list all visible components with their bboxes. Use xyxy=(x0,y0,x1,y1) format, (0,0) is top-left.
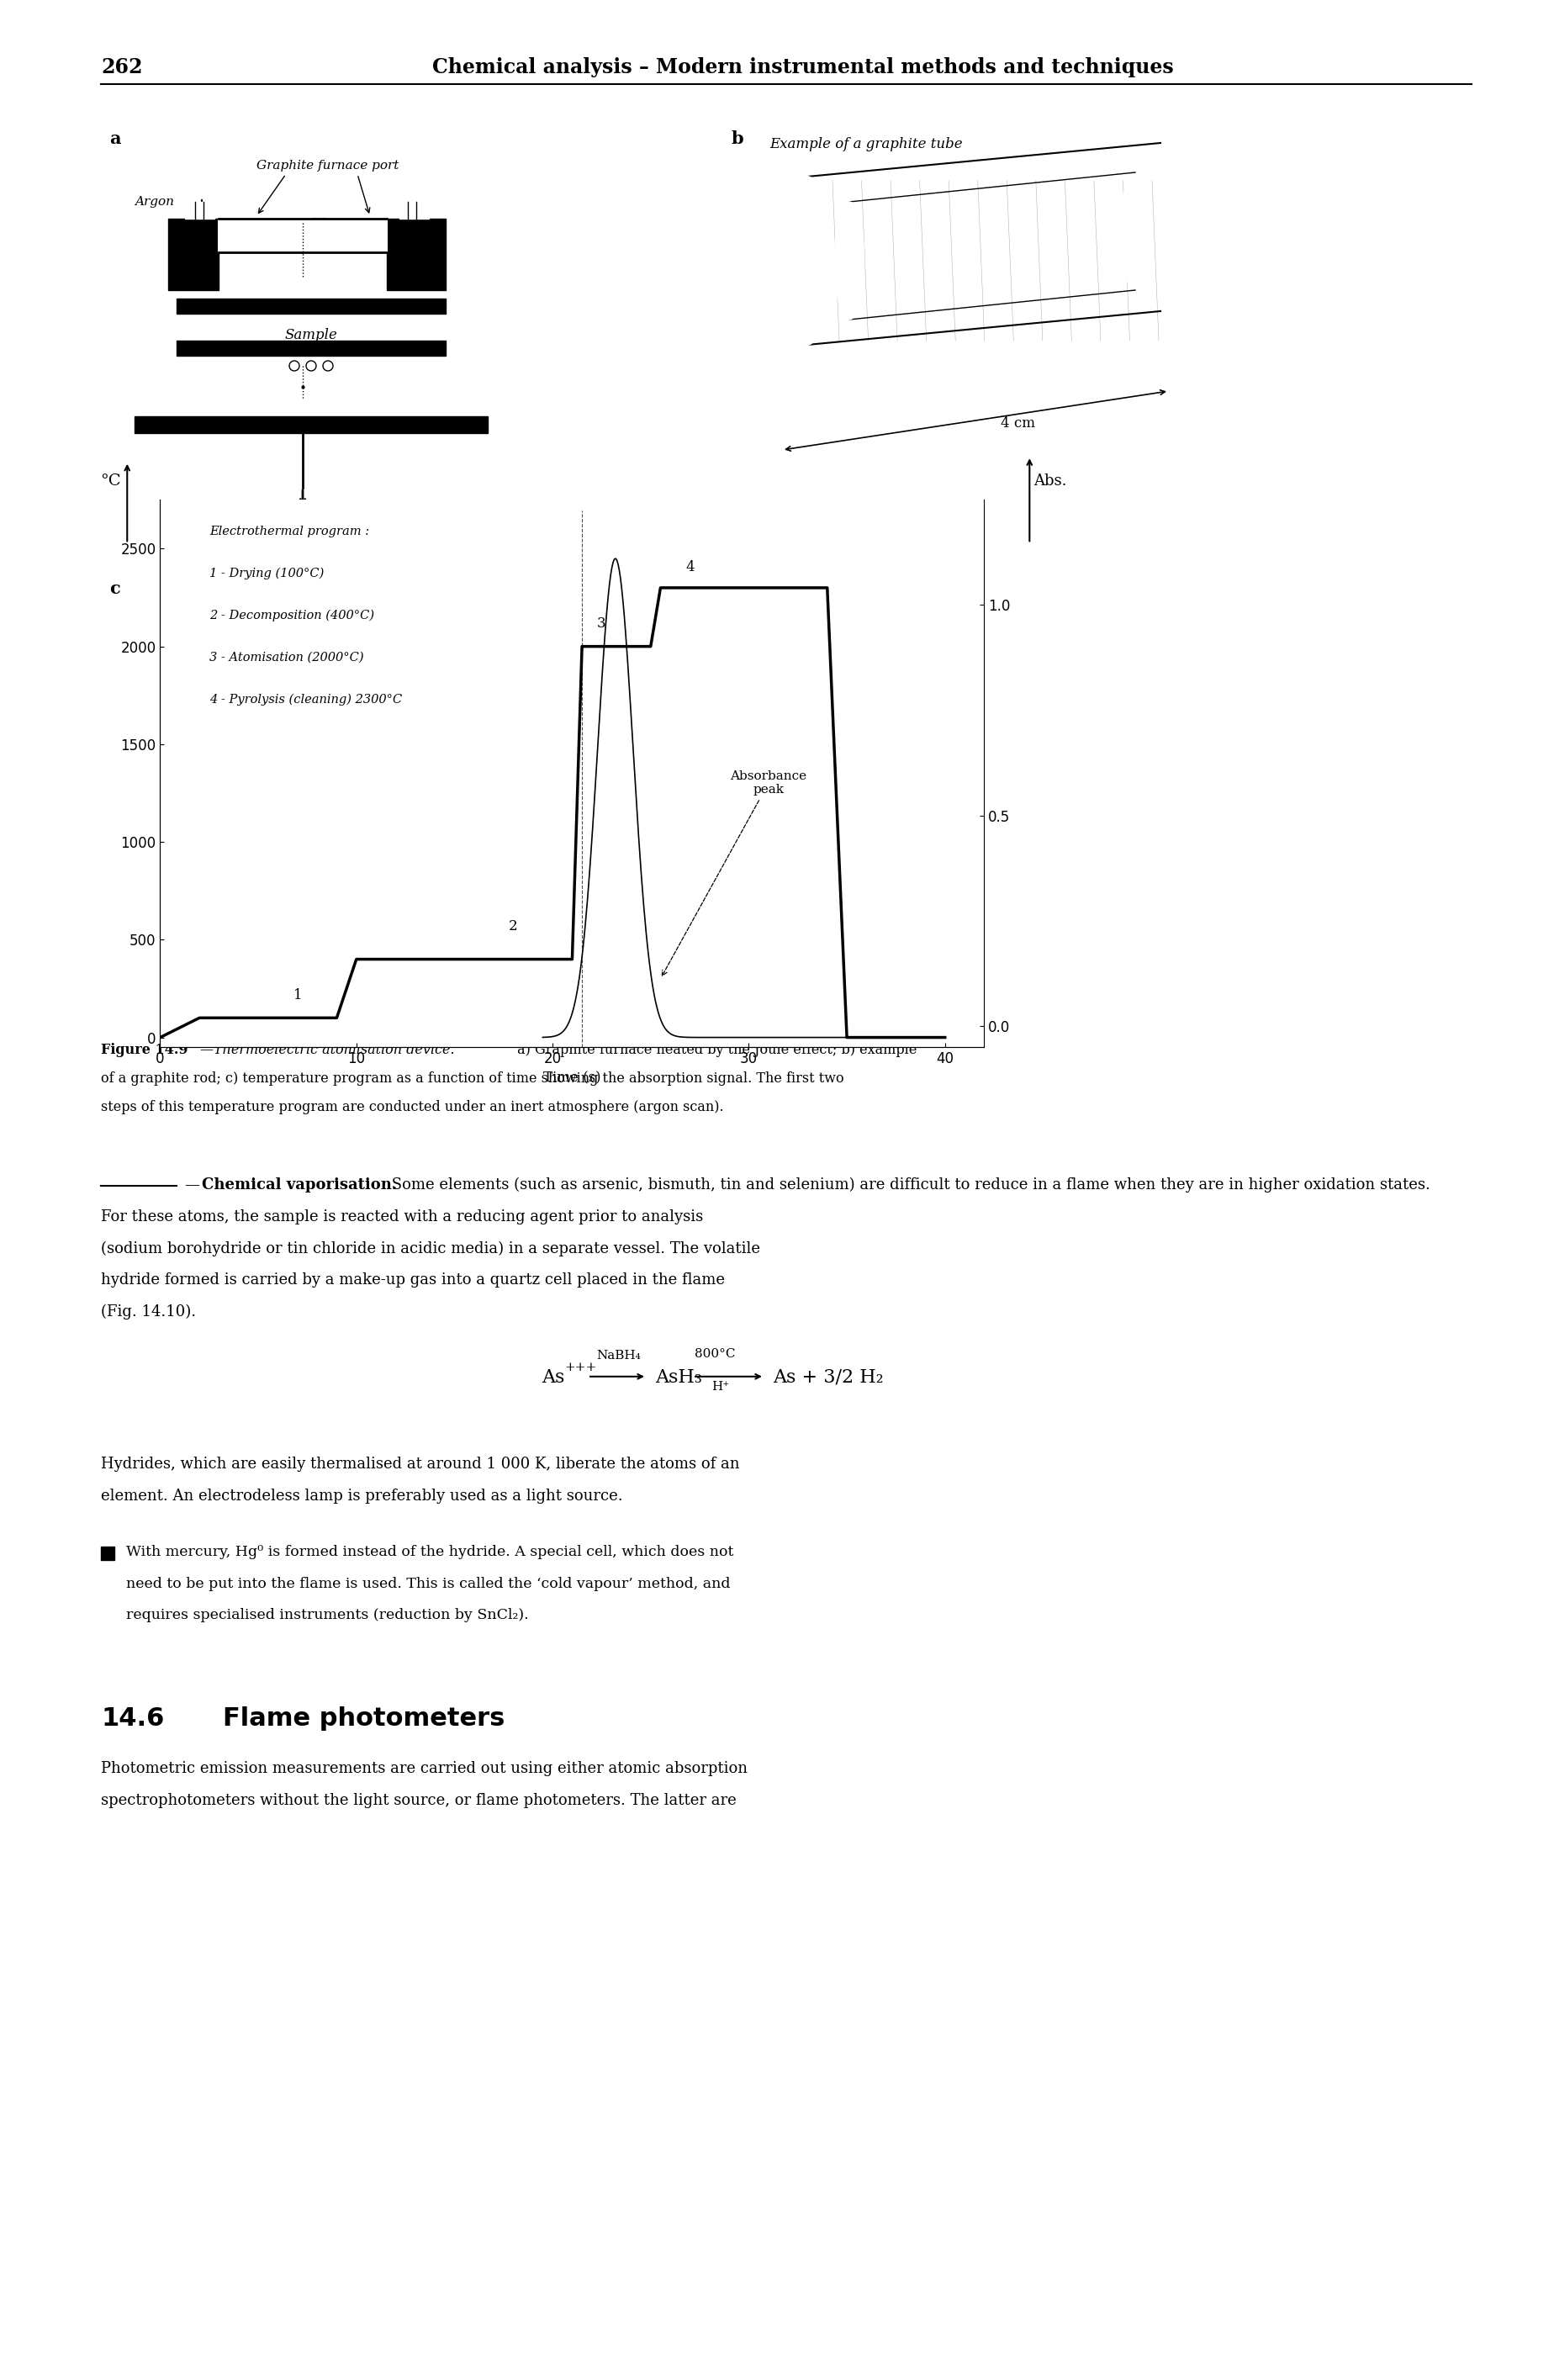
Text: 262: 262 xyxy=(101,57,143,79)
Bar xyxy=(151,290,471,416)
Text: c: c xyxy=(109,581,120,597)
Text: Argon: Argon xyxy=(135,195,174,207)
Text: Photometric emission measurements are carried out using either atomic absorption: Photometric emission measurements are ca… xyxy=(101,1761,747,1775)
X-axis label: Time (s): Time (s) xyxy=(542,1071,601,1085)
Bar xyxy=(177,340,446,355)
Bar xyxy=(219,219,387,252)
Text: element. An electrodeless lamp is preferably used as a light source.: element. An electrodeless lamp is prefer… xyxy=(101,1488,623,1504)
Text: °C: °C xyxy=(101,474,121,488)
Text: NaBH₄: NaBH₄ xyxy=(595,1349,640,1361)
Bar xyxy=(387,219,446,290)
Bar xyxy=(168,219,219,290)
Bar xyxy=(135,416,488,433)
Text: 14.6: 14.6 xyxy=(101,1706,165,1730)
Text: For these atoms, the sample is reacted with a reducing agent prior to analysis: For these atoms, the sample is reacted w… xyxy=(101,1209,702,1223)
Text: (Fig. 14.10).: (Fig. 14.10). xyxy=(101,1304,196,1321)
Text: Graphite furnace port: Graphite furnace port xyxy=(256,159,399,171)
Text: of a graphite rod; c) temperature program as a function of time showing the abso: of a graphite rod; c) temperature progra… xyxy=(101,1071,844,1085)
Text: a) Graphite furnace heated by the Joule effect; b) example: a) Graphite furnace heated by the Joule … xyxy=(513,1042,917,1057)
Text: Example of a graphite tube: Example of a graphite tube xyxy=(769,138,962,152)
Text: (sodium borohydride or tin chloride in acidic media) in a separate vessel. The v: (sodium borohydride or tin chloride in a… xyxy=(101,1240,760,1257)
Text: Sample: Sample xyxy=(284,328,337,343)
Text: ......: ...... xyxy=(311,212,326,221)
Text: —: — xyxy=(185,1178,210,1192)
Text: need to be put into the flame is used. This is called the ‘cold vapour’ method, : need to be put into the flame is used. T… xyxy=(126,1576,730,1590)
Text: Chemical analysis – Modern instrumental methods and techniques: Chemical analysis – Modern instrumental … xyxy=(432,57,1173,79)
Text: Chemical vaporisation.: Chemical vaporisation. xyxy=(202,1178,396,1192)
Text: 4 cm: 4 cm xyxy=(999,416,1033,431)
Bar xyxy=(185,202,214,219)
Ellipse shape xyxy=(834,202,864,319)
Text: +++: +++ xyxy=(564,1361,597,1373)
Text: Some elements (such as arsenic, bismuth, tin and selenium) are difficult to redu: Some elements (such as arsenic, bismuth,… xyxy=(387,1178,1430,1192)
Text: steps of this temperature program are conducted under an inert atmosphere (argon: steps of this temperature program are co… xyxy=(101,1100,723,1114)
Text: Electrothermal program :: Electrothermal program : xyxy=(210,526,368,538)
Ellipse shape xyxy=(1120,171,1150,290)
Text: As + 3/2 H₂: As + 3/2 H₂ xyxy=(772,1368,883,1388)
Text: Cooling water: Cooling water xyxy=(315,500,407,512)
Ellipse shape xyxy=(768,259,786,298)
Text: 800°C: 800°C xyxy=(695,1347,735,1359)
Text: With mercury, Hg⁰ is formed instead of the hydride. A special cell, which does n: With mercury, Hg⁰ is formed instead of t… xyxy=(126,1545,733,1559)
Text: As: As xyxy=(541,1368,564,1388)
Ellipse shape xyxy=(1139,143,1181,312)
Text: 1 - Drying (100°C): 1 - Drying (100°C) xyxy=(210,566,323,578)
Bar xyxy=(399,202,429,219)
Text: Flame photometers: Flame photometers xyxy=(222,1706,505,1730)
Text: b: b xyxy=(732,131,743,148)
Text: Hydrides, which are easily thermalised at around 1 000 K, liberate the atoms of : Hydrides, which are easily thermalised a… xyxy=(101,1457,740,1471)
Text: requires specialised instruments (reduction by SnCl₂).: requires specialised instruments (reduct… xyxy=(126,1609,528,1623)
Bar xyxy=(177,298,446,314)
Text: Absorbance
peak: Absorbance peak xyxy=(662,771,807,976)
Text: —Thermoelectric atomisation device.: —Thermoelectric atomisation device. xyxy=(200,1042,454,1057)
Text: Abs.: Abs. xyxy=(1033,474,1066,488)
Text: AsH₃: AsH₃ xyxy=(654,1368,702,1388)
Text: 1: 1 xyxy=(292,988,301,1002)
Text: H⁺: H⁺ xyxy=(712,1380,729,1392)
Ellipse shape xyxy=(755,259,774,298)
Text: 2: 2 xyxy=(508,919,517,933)
Text: Figure 14.9: Figure 14.9 xyxy=(101,1042,188,1057)
Ellipse shape xyxy=(786,176,828,345)
Text: 4: 4 xyxy=(685,559,695,574)
Text: 3: 3 xyxy=(597,616,606,631)
Text: 4 - Pyrolysis (cleaning) 2300°C: 4 - Pyrolysis (cleaning) 2300°C xyxy=(210,693,402,704)
Text: 2 - Decomposition (400°C): 2 - Decomposition (400°C) xyxy=(210,609,375,621)
Text: hydride formed is carried by a make-up gas into a quartz cell placed in the flam: hydride formed is carried by a make-up g… xyxy=(101,1273,724,1288)
Bar xyxy=(101,1547,115,1559)
Text: 3 - Atomisation (2000°C): 3 - Atomisation (2000°C) xyxy=(210,652,364,664)
Text: spectrophotometers without the light source, or flame photometers. The latter ar: spectrophotometers without the light sou… xyxy=(101,1792,737,1809)
Text: a: a xyxy=(109,131,121,148)
